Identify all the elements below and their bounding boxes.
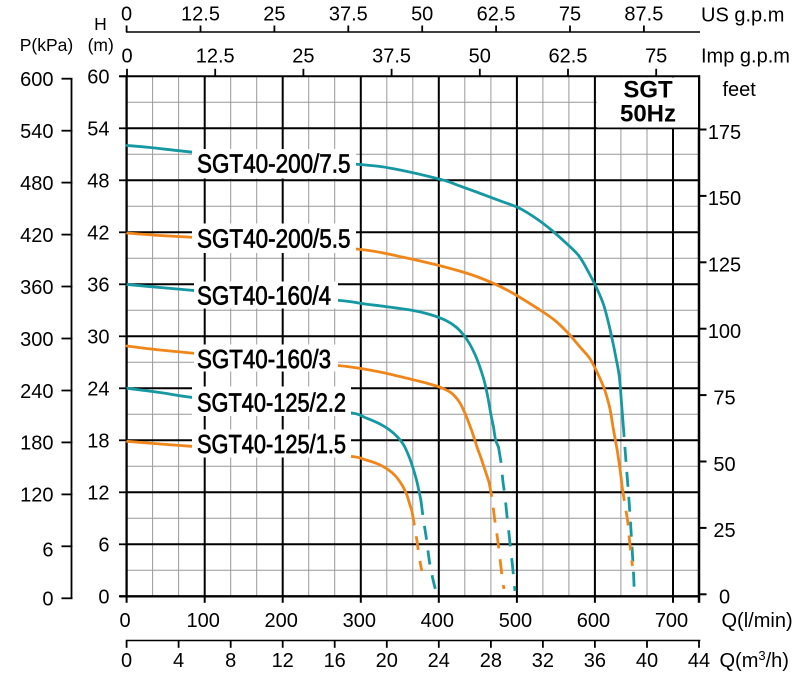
svg-text:20: 20 <box>376 650 398 672</box>
svg-text:360: 360 <box>20 277 53 299</box>
svg-text:62.5: 62.5 <box>477 3 516 25</box>
svg-text:4: 4 <box>173 650 184 672</box>
svg-text:SGT40-125/2.2: SGT40-125/2.2 <box>197 388 346 418</box>
svg-text:US g.p.m: US g.p.m <box>701 5 784 27</box>
svg-text:Q(m3/h): Q(m3/h) <box>720 648 789 672</box>
svg-text:6: 6 <box>42 540 53 562</box>
svg-text:50: 50 <box>469 45 491 67</box>
svg-text:300: 300 <box>20 329 53 351</box>
svg-text:180: 180 <box>20 433 53 455</box>
svg-text:0: 0 <box>121 45 132 67</box>
svg-text:175: 175 <box>708 122 741 144</box>
svg-text:600: 600 <box>20 69 53 91</box>
svg-text:36: 36 <box>87 275 109 297</box>
svg-text:500: 500 <box>499 610 532 632</box>
svg-text:50: 50 <box>411 3 433 25</box>
svg-text:75: 75 <box>713 387 735 409</box>
svg-text:0: 0 <box>42 589 53 611</box>
svg-text:30: 30 <box>87 327 109 349</box>
svg-text:60: 60 <box>87 67 109 89</box>
svg-text:48: 48 <box>87 171 109 193</box>
svg-text:120: 120 <box>20 485 53 507</box>
svg-text:75: 75 <box>559 3 581 25</box>
svg-text:(m): (m) <box>88 35 114 55</box>
svg-text:6: 6 <box>98 535 109 557</box>
svg-text:12: 12 <box>87 483 109 505</box>
svg-text:200: 200 <box>265 610 298 632</box>
svg-text:25: 25 <box>263 3 285 25</box>
svg-text:40: 40 <box>636 650 658 672</box>
svg-text:75: 75 <box>645 45 667 67</box>
svg-text:400: 400 <box>421 610 454 632</box>
svg-text:700: 700 <box>655 610 688 632</box>
svg-text:32: 32 <box>532 650 554 672</box>
svg-text:P(kPa): P(kPa) <box>20 35 73 55</box>
svg-text:SGT40-125/1.5: SGT40-125/1.5 <box>197 429 346 459</box>
svg-text:16: 16 <box>324 650 346 672</box>
svg-text:SGT40-200/7.5: SGT40-200/7.5 <box>197 149 351 179</box>
svg-text:0: 0 <box>121 650 132 672</box>
svg-text:87.5: 87.5 <box>624 3 663 25</box>
svg-text:50Hz: 50Hz <box>620 101 676 128</box>
svg-text:SGT: SGT <box>623 77 673 104</box>
svg-text:62.5: 62.5 <box>549 45 588 67</box>
svg-text:SGT40-160/4: SGT40-160/4 <box>197 281 331 311</box>
svg-text:feet: feet <box>723 79 757 101</box>
svg-text:8: 8 <box>225 650 236 672</box>
svg-text:37.5: 37.5 <box>329 3 368 25</box>
svg-text:28: 28 <box>480 650 502 672</box>
svg-text:Imp g.p.m: Imp g.p.m <box>701 46 790 68</box>
svg-text:0: 0 <box>98 587 109 609</box>
svg-text:0: 0 <box>719 587 730 609</box>
svg-text:Q(l/min): Q(l/min) <box>722 610 793 632</box>
svg-text:0: 0 <box>120 610 131 632</box>
svg-text:100: 100 <box>187 610 220 632</box>
svg-text:H: H <box>94 14 107 34</box>
svg-text:240: 240 <box>20 381 53 403</box>
svg-text:420: 420 <box>20 225 53 247</box>
svg-text:150: 150 <box>708 188 741 210</box>
svg-text:36: 36 <box>584 650 606 672</box>
svg-text:12.5: 12.5 <box>181 3 220 25</box>
svg-text:0: 0 <box>121 3 132 25</box>
svg-text:24: 24 <box>428 650 450 672</box>
svg-text:125: 125 <box>708 255 741 277</box>
svg-text:540: 540 <box>20 121 53 143</box>
svg-text:480: 480 <box>20 173 53 195</box>
svg-text:44: 44 <box>688 650 710 672</box>
svg-text:12: 12 <box>272 650 294 672</box>
svg-text:12.5: 12.5 <box>196 45 235 67</box>
svg-text:100: 100 <box>708 321 741 343</box>
svg-text:37.5: 37.5 <box>372 45 411 67</box>
svg-text:SGT40-200/5.5: SGT40-200/5.5 <box>197 224 351 254</box>
svg-text:54: 54 <box>87 119 109 141</box>
svg-text:42: 42 <box>87 223 109 245</box>
svg-text:SGT40-160/3: SGT40-160/3 <box>197 344 331 374</box>
svg-text:18: 18 <box>87 431 109 453</box>
svg-text:50: 50 <box>713 454 735 476</box>
svg-text:300: 300 <box>343 610 376 632</box>
svg-text:600: 600 <box>577 610 610 632</box>
svg-text:25: 25 <box>713 520 735 542</box>
svg-text:25: 25 <box>292 45 314 67</box>
svg-text:24: 24 <box>87 379 109 401</box>
